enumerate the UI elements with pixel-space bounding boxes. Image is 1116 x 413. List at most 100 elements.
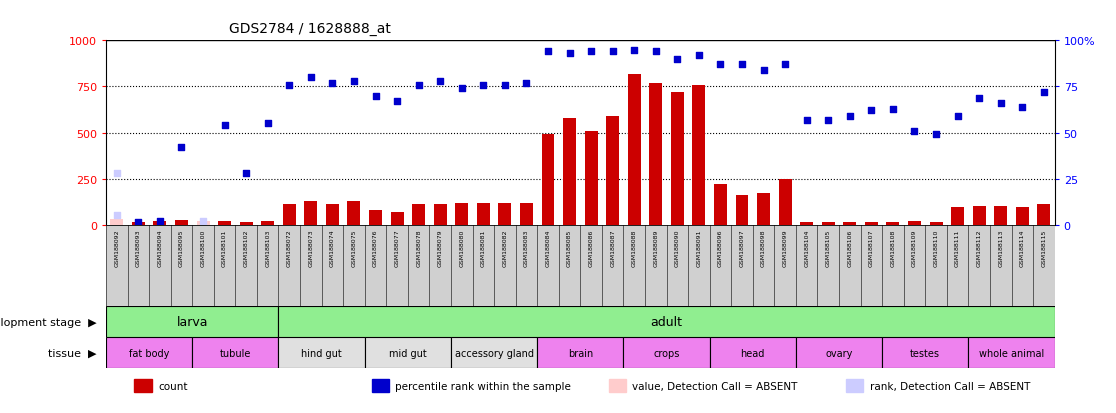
Text: ovary: ovary	[826, 348, 853, 358]
Bar	[821, 222, 835, 225]
Text: GSM188107: GSM188107	[869, 229, 874, 266]
Bar	[196, 221, 210, 225]
Bar	[969, 337, 1055, 368]
Bar	[434, 205, 446, 225]
Text: GSM188085: GSM188085	[567, 229, 573, 266]
Bar	[391, 212, 404, 225]
Bar	[624, 337, 710, 368]
Text: accessory gland: accessory gland	[454, 348, 533, 358]
Bar	[930, 222, 943, 225]
Bar	[282, 205, 296, 225]
Text: development stage  ▶: development stage ▶	[0, 317, 96, 327]
Bar	[451, 337, 537, 368]
Text: GSM188104: GSM188104	[805, 229, 809, 266]
Bar	[218, 221, 231, 225]
Point	[949, 113, 966, 120]
Text: GSM188113: GSM188113	[998, 229, 1003, 266]
Bar	[153, 221, 166, 225]
Bar	[714, 185, 727, 225]
Text: tubule: tubule	[220, 348, 251, 358]
Bar	[537, 337, 624, 368]
Point	[798, 117, 816, 123]
Bar	[710, 337, 796, 368]
Bar	[134, 379, 152, 392]
Point	[215, 123, 233, 129]
Text: GSM188101: GSM188101	[222, 229, 227, 266]
Text: GSM188106: GSM188106	[847, 229, 853, 266]
Point	[302, 75, 320, 81]
Text: GSM188112: GSM188112	[976, 229, 982, 266]
Text: whole animal: whole animal	[979, 348, 1045, 358]
Text: value, Detection Call = ABSENT: value, Detection Call = ABSENT	[633, 381, 798, 391]
Point	[108, 213, 126, 219]
Text: testes: testes	[911, 348, 941, 358]
Text: mid gut: mid gut	[389, 348, 426, 358]
Bar	[671, 93, 684, 225]
Bar	[627, 74, 641, 225]
Point	[129, 219, 147, 225]
Point	[431, 78, 449, 85]
Text: percentile rank within the sample: percentile rank within the sample	[395, 381, 571, 391]
Text: GSM188079: GSM188079	[437, 229, 443, 267]
Text: GSM188084: GSM188084	[546, 229, 550, 266]
Text: GSM188092: GSM188092	[114, 229, 119, 267]
Text: GSM188108: GSM188108	[891, 229, 895, 266]
Text: GSM188075: GSM188075	[352, 229, 356, 266]
Bar	[326, 205, 339, 225]
Text: GSM188105: GSM188105	[826, 229, 830, 266]
Bar	[347, 201, 360, 225]
Text: GSM188082: GSM188082	[502, 229, 508, 266]
Bar	[279, 307, 1055, 337]
Bar	[455, 203, 469, 225]
Bar	[261, 221, 275, 225]
Text: GSM188110: GSM188110	[934, 229, 939, 266]
Bar	[650, 83, 662, 225]
Point	[1035, 90, 1052, 96]
Point	[151, 218, 169, 225]
Text: GSM188094: GSM188094	[157, 229, 163, 267]
Text: GSM188097: GSM188097	[740, 229, 744, 267]
Text: GSM188087: GSM188087	[610, 229, 615, 266]
Bar	[1016, 208, 1029, 225]
Text: GSM188111: GSM188111	[955, 229, 960, 266]
Text: GSM188077: GSM188077	[395, 229, 400, 267]
Text: GDS2784 / 1628888_at: GDS2784 / 1628888_at	[230, 22, 392, 36]
Point	[583, 49, 600, 56]
Bar	[735, 196, 749, 225]
Bar	[175, 221, 187, 225]
Text: brain: brain	[568, 348, 593, 358]
Text: GSM188114: GSM188114	[1020, 229, 1024, 266]
Point	[518, 80, 536, 87]
Text: GSM188102: GSM188102	[243, 229, 249, 266]
Text: count: count	[158, 381, 187, 391]
Point	[690, 53, 708, 59]
Bar	[973, 206, 985, 225]
Bar	[520, 203, 533, 225]
Bar	[279, 337, 365, 368]
Bar	[106, 307, 279, 337]
Point	[388, 99, 406, 105]
Bar	[305, 201, 317, 225]
Point	[410, 82, 427, 89]
Bar	[692, 85, 705, 225]
Bar	[882, 337, 969, 368]
Bar	[541, 135, 555, 225]
Text: fat body: fat body	[129, 348, 170, 358]
Point	[712, 62, 730, 69]
Text: GSM188115: GSM188115	[1041, 229, 1047, 266]
Bar	[757, 194, 770, 225]
Bar	[994, 206, 1008, 225]
Bar	[369, 210, 382, 225]
Text: rank, Detection Call = ABSENT: rank, Detection Call = ABSENT	[869, 381, 1030, 391]
Point	[927, 132, 945, 138]
Bar	[796, 337, 882, 368]
Bar	[132, 222, 145, 225]
Text: hind gut: hind gut	[301, 348, 341, 358]
Text: crops: crops	[653, 348, 680, 358]
Text: GSM188076: GSM188076	[373, 229, 378, 266]
Text: GSM188091: GSM188091	[696, 229, 701, 266]
Point	[970, 95, 988, 102]
Text: GSM188099: GSM188099	[782, 229, 788, 267]
Text: GSM188072: GSM188072	[287, 229, 291, 267]
Text: GSM188080: GSM188080	[460, 229, 464, 266]
